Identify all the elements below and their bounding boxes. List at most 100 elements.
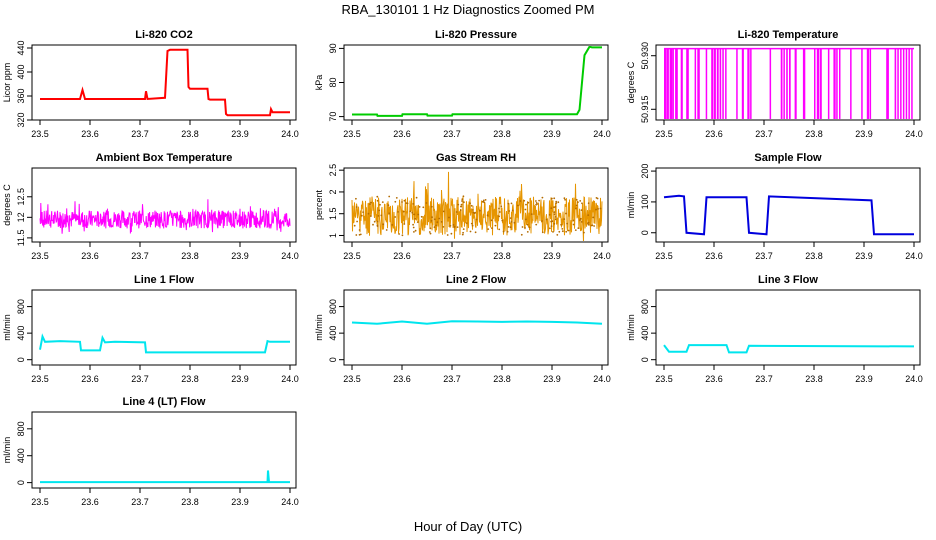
series-point <box>567 229 570 232</box>
series-bar <box>680 48 683 119</box>
series-point <box>513 221 516 224</box>
chart-panel-4: Ambient Box Temperature degrees C 23.5 23.6… <box>2 152 299 261</box>
plot-frame <box>343 167 609 243</box>
x-tick-label: 23.7 <box>443 129 461 139</box>
series-point <box>456 226 459 229</box>
series-point <box>500 205 503 208</box>
chart-panel-9: Line 3 Flow ml/min 23.5 23.6 23.7 23.8 23.9 24.… <box>626 274 923 384</box>
series-bar <box>722 48 724 119</box>
y-axis-label: kPa <box>314 75 324 91</box>
chart-panel-1: Li-820 CO2 Licor ppm 23.5 23.6 23.7 23.8 23.9 2… <box>2 29 299 139</box>
x-tick-label: 24.0 <box>905 129 923 139</box>
series-point <box>412 203 415 205</box>
series-bar <box>789 48 791 119</box>
series-point <box>508 210 511 212</box>
y-axis-label: degrees C <box>2 184 12 226</box>
y-tick-label: 50.915 <box>640 96 650 124</box>
plot-area <box>351 320 603 325</box>
series-point <box>587 221 590 224</box>
series-bar <box>869 48 872 119</box>
series-point <box>521 226 524 228</box>
y-tick-label: 400 <box>16 64 26 79</box>
x-tick-label: 23.5 <box>655 374 673 384</box>
x-tick-label: 23.5 <box>31 129 49 139</box>
y-tick-label: 12 <box>16 212 26 222</box>
series-point <box>414 217 416 220</box>
x-tick-label: 23.7 <box>755 129 773 139</box>
series-line <box>663 194 914 236</box>
series-point <box>394 216 397 218</box>
series-point <box>526 231 529 233</box>
series-point <box>469 202 471 205</box>
series-point <box>359 233 362 236</box>
series-point <box>376 195 379 198</box>
y-tick-label: 2.5 <box>328 164 338 177</box>
x-tick-label: 23.9 <box>543 251 561 261</box>
series-bar <box>666 48 669 119</box>
x-tick-label: 23.8 <box>181 374 199 384</box>
series-bar <box>672 48 674 119</box>
series-bar <box>894 48 897 119</box>
series-point <box>560 223 562 226</box>
series-point <box>524 227 526 229</box>
chart-title: Li-820 Temperature <box>738 29 839 41</box>
series-point <box>597 208 599 210</box>
y-tick-label: 90 <box>328 43 338 53</box>
series-point <box>411 211 414 214</box>
series-bar <box>839 48 841 119</box>
series-point <box>530 213 533 216</box>
series-point <box>551 197 553 200</box>
x-tick-label: 23.8 <box>181 497 199 507</box>
series-point <box>524 208 527 211</box>
series-point <box>553 213 556 216</box>
x-tick-label: 23.8 <box>805 129 823 139</box>
series-point <box>535 200 537 202</box>
x-tick-label: 23.8 <box>493 129 511 139</box>
plot-frame <box>31 289 297 366</box>
series-point <box>431 216 433 219</box>
series-point <box>527 201 530 204</box>
series-point <box>452 224 455 226</box>
series-point <box>461 233 464 236</box>
series-point <box>507 226 510 228</box>
series-point <box>553 211 556 214</box>
x-tick-label: 23.9 <box>231 374 249 384</box>
series-bar <box>833 48 836 119</box>
y-tick-label: 70 <box>328 112 338 122</box>
series-bar <box>736 48 738 119</box>
series-point <box>385 229 388 231</box>
series-point <box>579 217 582 220</box>
plot-frame <box>31 167 297 243</box>
series-bar <box>908 48 910 119</box>
series-point <box>528 226 531 229</box>
x-tick-label: 24.0 <box>593 129 611 139</box>
series-point <box>510 221 513 223</box>
series-point <box>381 201 384 204</box>
series-point <box>462 231 464 234</box>
series-point <box>430 205 433 208</box>
series-point <box>553 206 555 209</box>
x-tick-label: 23.6 <box>81 129 99 139</box>
series-point <box>462 195 465 198</box>
series-bar <box>697 48 700 119</box>
x-tick-label: 24.0 <box>281 251 299 261</box>
panels: Li-820 CO2 Licor ppm 23.5 23.6 23.7 23.8 23.9 2… <box>2 29 923 507</box>
y-tick-label: 1.5 <box>328 207 338 220</box>
x-tick-label: 23.8 <box>493 251 511 261</box>
series-point <box>388 212 390 215</box>
series-line <box>352 46 602 117</box>
x-tick-label: 23.7 <box>755 374 773 384</box>
series-point <box>517 204 519 207</box>
series-point <box>449 224 452 227</box>
series-point <box>377 215 380 217</box>
x-tick-label: 23.9 <box>543 129 561 139</box>
series-point <box>355 197 357 200</box>
x-tick-label: 23.9 <box>543 374 561 384</box>
x-tick-label: 23.5 <box>343 129 361 139</box>
x-tick-label: 23.5 <box>655 129 673 139</box>
series-point <box>577 227 580 230</box>
series-point <box>555 200 558 203</box>
series-point <box>554 218 557 221</box>
series-bar <box>711 48 714 119</box>
series-point <box>575 204 578 207</box>
